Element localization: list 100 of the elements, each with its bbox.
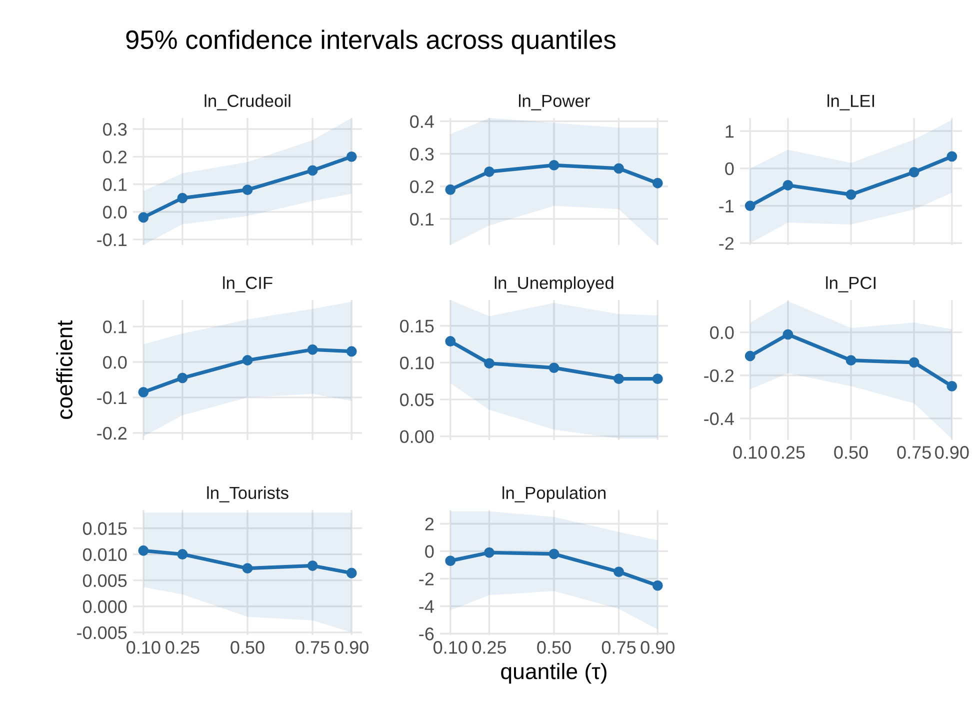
y-tick-label: 0.1 [410,212,434,226]
y-tick-label: 0.2 [410,180,434,194]
y-tick-label: -0.1 [97,233,127,246]
point [846,189,856,200]
point [548,548,560,560]
y-tick-label: -1 [719,200,734,212]
point [652,374,663,384]
point [484,547,494,558]
x-tick-label: 0.25 [166,641,200,654]
point [548,362,560,373]
chart-title: ln_PCI [826,276,876,292]
x-tick-label: 0.25 [472,641,506,654]
chart-title: ln_Crudeoil [204,94,290,110]
point [652,580,663,591]
x-tick-label: 0.75 [296,641,330,654]
y-tick-label: -0.005 [77,626,127,640]
y-tick-label: 0.1 [103,320,127,334]
y-axis-title: coefficient [56,320,72,419]
x-tick-label: 0.75 [897,446,931,459]
point [307,344,318,355]
y-tick-label: 0.0 [103,206,127,219]
point [307,165,318,176]
y-tick-label: 0.1 [103,178,127,191]
y-tick-label: 0 [725,162,734,176]
point [177,372,188,384]
chart-title: ln_Population [502,486,606,502]
y-tick-label: 0.010 [82,548,127,561]
y-tick-label: 0.00 [400,430,434,444]
chart-title: ln_Tourists [207,486,288,502]
y-tick-label: -6 [419,628,434,640]
point [614,374,624,384]
x-tick-label: 0.90 [935,446,969,459]
x-tick-label: 0.10 [733,446,767,459]
point [445,556,456,566]
y-tick-label: -2 [419,572,434,586]
point [242,184,253,195]
point [445,184,456,195]
point [744,350,756,362]
point [138,212,149,223]
x-tick-label: 0.75 [602,641,636,654]
point [744,200,756,211]
y-tick-label: 1 [726,125,734,138]
y-tick-label: -0.2 [97,426,127,440]
point [908,166,920,178]
chart-title: ln_Unemployed [494,276,614,292]
y-tick-label: 0.2 [103,150,127,164]
x-tick-label: 0.10 [434,641,468,654]
y-tick-label: 0.015 [82,522,127,535]
y-tick-label: 0.4 [410,115,434,128]
text: 95% confidence intervals across quantiles [126,30,616,54]
point [445,336,456,346]
y-tick-label: 0.0 [710,326,734,340]
point [177,192,188,204]
x-tick-label: 0.50 [537,641,571,654]
y-tick-label: -0.1 [97,391,127,404]
point [946,380,958,392]
y-tick-label: 2 [425,518,434,530]
y-tick-label: -4 [419,600,434,613]
point [846,355,856,366]
point [908,357,920,368]
point [782,180,794,190]
point [346,568,357,578]
point [946,151,958,162]
y-tick-label: 0.0 [103,356,127,369]
y-tick-label: 0.3 [103,122,127,136]
y-tick-label: 0.3 [410,148,434,161]
point [138,386,149,398]
y-tick-label: 0.10 [400,356,434,370]
point [782,329,794,340]
y-tick-label: -0.2 [704,369,734,382]
point [484,166,494,177]
x-tick-label: 0.10 [126,641,160,654]
point [242,355,253,366]
point [652,178,663,188]
x-tick-label: 0.50 [230,641,264,654]
x-tick-label: 0.50 [834,446,868,459]
point [177,549,188,560]
y-tick-label: 0.15 [400,320,434,333]
point [138,545,149,556]
point [307,560,318,571]
y-tick-label: 0 [425,545,434,558]
point [614,566,624,578]
x-tick-label: 0.90 [640,641,674,654]
chart-title: ln_Power [518,94,590,110]
y-tick-label: -0.4 [704,412,734,426]
point [614,163,624,174]
x-axis-title: quantile (τ) [501,662,606,684]
x-tick-label: 0.25 [771,446,805,459]
y-tick-label: 0.000 [82,600,127,614]
y-tick-label: 0.05 [400,393,434,406]
x-tick-label: 0.90 [334,641,368,654]
y-tick-label: 0.005 [82,574,127,588]
point [548,160,560,170]
point [242,563,253,574]
point [346,151,357,162]
y-tick-label: -2 [719,237,734,250]
point [346,346,357,357]
point [484,358,494,369]
chart-title: ln_LEI [828,94,874,110]
chart-title: ln_CIF [223,276,272,292]
